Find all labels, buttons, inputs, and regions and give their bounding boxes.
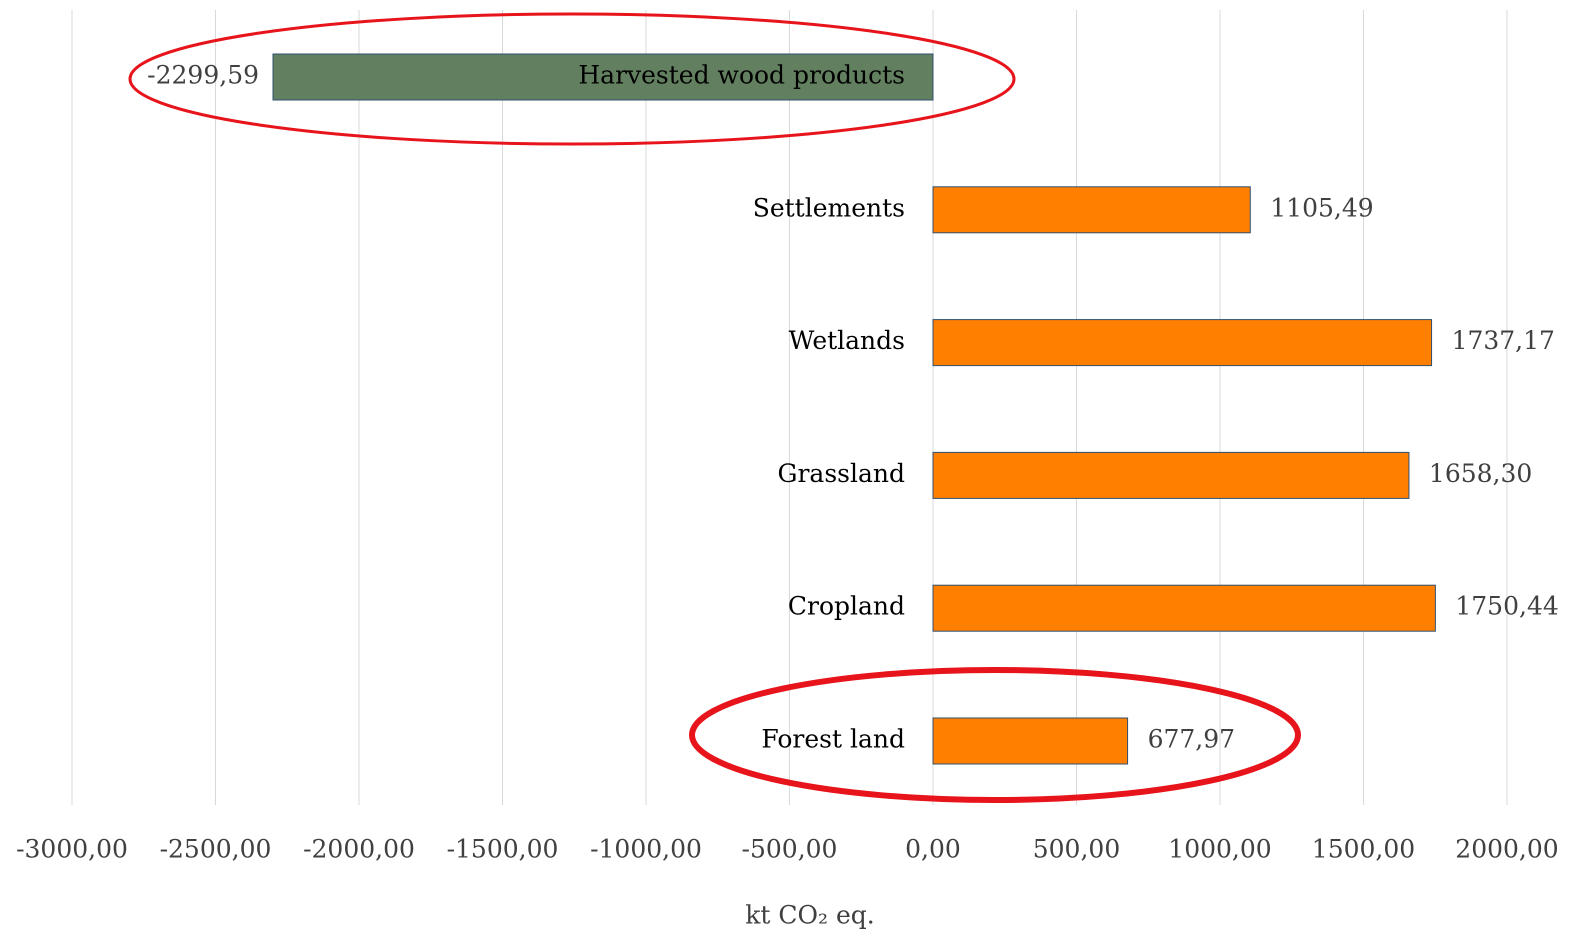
x-tick-label: 500,00 [1033,835,1120,864]
bar [932,584,1436,632]
x-tick-label: 1000,00 [1168,835,1271,864]
x-tick-label: -2500,00 [160,835,272,864]
value-label: 1737,17 [1452,326,1555,355]
x-tick-label: -2000,00 [303,835,415,864]
category-label: Wetlands [789,326,905,355]
x-axis-label: kt CO₂ eq. [745,901,874,930]
value-label: 1750,44 [1455,592,1558,621]
highlight-ellipse [689,667,1301,803]
x-tick-label: 1500,00 [1312,835,1415,864]
category-label: Grassland [778,459,906,488]
bar [932,717,1129,765]
x-tick-label: -3000,00 [16,835,128,864]
category-label: Cropland [788,592,905,621]
category-label: Forest land [761,725,905,754]
category-label: Harvested wood products [578,61,905,90]
bar [932,186,1251,234]
category-label: Settlements [753,193,905,222]
x-tick-label: -500,00 [742,835,838,864]
bar [932,451,1410,499]
x-tick-label: 2000,00 [1455,835,1558,864]
x-tick-label: 0,00 [905,835,961,864]
value-label: 1658,30 [1429,459,1532,488]
x-tick-label: -1000,00 [590,835,702,864]
bar [272,53,934,101]
highlight-ellipse [128,12,1016,146]
bar [932,319,1433,367]
x-tick-label: -1500,00 [447,835,559,864]
value-label: 677,97 [1148,725,1235,754]
value-label: -2299,59 [147,61,259,90]
value-label: 1105,49 [1270,193,1373,222]
